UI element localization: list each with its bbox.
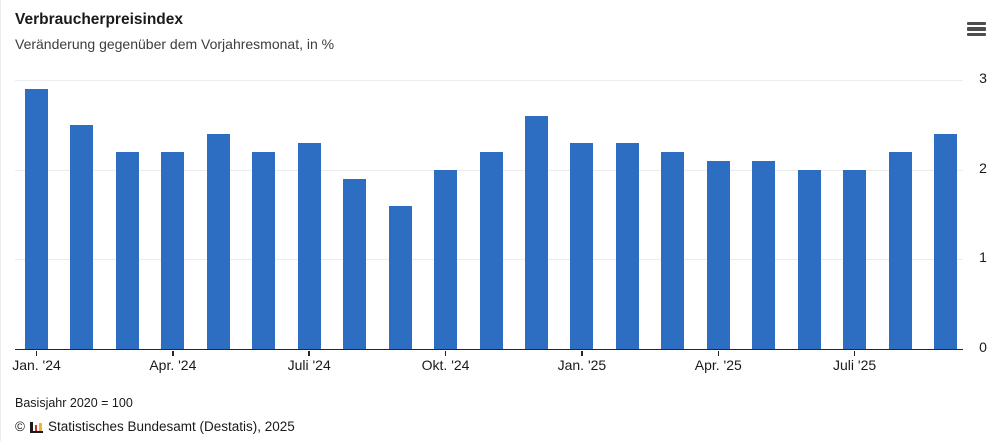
x-axis-tick — [172, 350, 174, 356]
chart-bar-18[interactable] — [843, 169, 867, 349]
copyright-text: Statistisches Bundesamt (Destatis), 2025 — [47, 419, 295, 434]
destatis-logo-icon — [29, 421, 43, 433]
chart-subtitle: Veränderung gegenüber dem Vorjahresmonat… — [15, 36, 335, 52]
x-axis-tick — [308, 350, 310, 356]
x-axis-tick — [853, 350, 856, 356]
y-axis-tick-label: 1 — [979, 249, 987, 266]
chart-bar-9[interactable] — [434, 169, 458, 349]
x-axis-tick — [717, 350, 719, 356]
y-axis-tick-label: 0 — [979, 339, 987, 355]
x-axis-tick-label: Juli '24 — [287, 357, 331, 373]
x-axis-tick — [444, 350, 447, 356]
chart-bar-20[interactable] — [934, 133, 957, 349]
y-axis-tick-label: 2 — [979, 159, 987, 176]
chart-menu-button[interactable] — [963, 15, 998, 43]
chart-bar-14[interactable] — [661, 151, 685, 349]
x-axis-tick — [581, 350, 583, 356]
chart-bar-10[interactable] — [479, 151, 503, 349]
chart-bar-16[interactable] — [752, 160, 776, 349]
chart-bar-6[interactable] — [297, 142, 321, 349]
chart-bar-8[interactable] — [388, 205, 412, 349]
copyright-line: © Statistisches Bundesamt (Destatis), 20… — [15, 419, 295, 434]
chart-bar-13[interactable] — [615, 142, 639, 349]
chart-bar-2[interactable] — [115, 151, 139, 349]
x-axis-tick-label: Juli '25 — [833, 357, 877, 373]
page-title: Verbraucherpreisindex — [15, 11, 183, 28]
chart-bar-0[interactable] — [25, 88, 48, 349]
chart-bar-19[interactable] — [888, 151, 912, 349]
chart-bar-1[interactable] — [70, 124, 94, 349]
chart-bar-17[interactable] — [797, 169, 821, 349]
x-axis-tick-label: Jan. '24 — [12, 357, 61, 373]
hamburger-menu-icon — [967, 22, 986, 26]
x-axis-tick-label: Jan. '25 — [557, 357, 607, 373]
x-axis-tick — [35, 350, 38, 356]
chart-bar-5[interactable] — [252, 151, 276, 349]
chart-bar-3[interactable] — [161, 151, 185, 349]
copyright-symbol: © — [15, 419, 25, 434]
x-axis-tick-label: Apr. '25 — [694, 357, 742, 373]
chart-bar-15[interactable] — [706, 160, 730, 349]
chart-bar-4[interactable] — [206, 133, 230, 349]
x-axis-tick-label: Apr. '24 — [149, 357, 197, 373]
chart-bar-7[interactable] — [343, 178, 367, 349]
chart-bar-11[interactable] — [524, 115, 548, 349]
chart-bar-12[interactable] — [570, 142, 594, 349]
gridline-y-3 — [15, 80, 963, 81]
bar-chart-plot-area — [15, 80, 963, 350]
base-year-note: Basisjahr 2020 = 100 — [15, 396, 133, 410]
x-axis-tick-label: Okt. '24 — [421, 357, 470, 373]
y-axis-tick-label: 3 — [979, 70, 987, 86]
